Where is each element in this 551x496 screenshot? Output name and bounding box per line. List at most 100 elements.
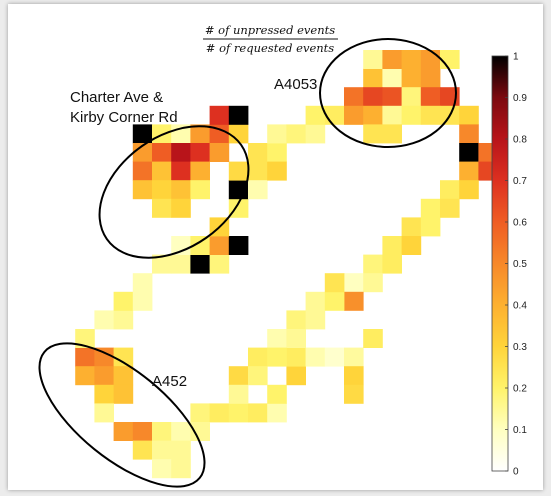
heatmap-cell — [363, 124, 383, 144]
heatmap-cell — [209, 236, 230, 255]
heatmap-cell — [152, 180, 172, 200]
heatmap-cell — [152, 459, 172, 479]
heatmap-cell — [190, 236, 210, 255]
heatmap-cell — [132, 422, 153, 441]
heatmap-cell — [248, 161, 268, 181]
heatmap-cell — [401, 105, 422, 125]
heatmap-cell — [132, 291, 153, 311]
heatmap-cell — [363, 273, 383, 293]
heatmap-cell — [152, 198, 172, 218]
heatmap-cell — [171, 180, 191, 200]
heatmap-cell — [286, 310, 306, 330]
heatmap-cell — [209, 143, 230, 162]
colorbar-tick-label: 0.4 — [513, 301, 527, 312]
heatmap-cell — [440, 180, 460, 200]
heatmap-cell — [382, 105, 402, 125]
heatmap-cell — [401, 217, 422, 237]
annotation-charter-line2: Kirby Corner Rd — [70, 109, 178, 126]
heatmap-cell — [401, 87, 422, 107]
title-denominator: # of requested events — [206, 41, 334, 55]
heatmap-cell — [190, 422, 210, 441]
heatmap-cell — [132, 143, 153, 162]
heatmap-cell — [94, 347, 114, 367]
colorbar-tick-label: 0.2 — [513, 384, 527, 395]
heatmap-cell — [420, 198, 441, 218]
heatmap-cell — [228, 403, 249, 423]
heatmap-cell — [132, 440, 153, 460]
heatmap-cells — [75, 50, 498, 479]
heatmap-cell — [286, 347, 306, 367]
heatmap-cell — [248, 143, 268, 162]
heatmap-cell — [363, 50, 383, 69]
heatmap-cell — [209, 105, 230, 125]
title-numerator: # of unpressed events — [205, 23, 335, 37]
heatmap-cell — [401, 236, 422, 255]
colorbar-tick-label: 0.6 — [513, 218, 527, 229]
heatmap-cell — [75, 347, 95, 367]
heatmap-cell — [94, 366, 114, 386]
heatmap-cell — [305, 347, 326, 367]
heatmap-cell — [228, 161, 249, 181]
heatmap-cell — [94, 403, 114, 423]
heatmap-cell — [401, 68, 422, 88]
annotation-charter-line1: Charter Ave & — [70, 89, 163, 106]
heatmap-cell — [344, 384, 364, 404]
heatmap-cell — [363, 105, 383, 125]
heatmap-cell — [420, 217, 441, 237]
heatmap-cell — [248, 366, 268, 386]
colorbar-tick-label: 0.9 — [513, 93, 527, 104]
annotation-charter: Charter Ave & Kirby Corner Rd — [70, 89, 178, 126]
heatmap-cell — [248, 347, 268, 367]
heatmap-cell — [152, 254, 172, 274]
heatmap-cell — [382, 68, 402, 88]
heatmap-cell — [459, 124, 479, 144]
heatmap-cell — [420, 68, 441, 88]
heatmap-cell — [209, 254, 230, 274]
heatmap-cell — [286, 329, 306, 348]
heatmap-cell — [363, 87, 383, 107]
heatmap-cell — [152, 143, 172, 162]
heatmap-cell — [382, 254, 402, 274]
heatmap-cell — [267, 329, 287, 348]
heatmap-cell — [324, 273, 345, 293]
heatmap-cell — [344, 347, 364, 367]
ellipse-charter — [98, 125, 250, 259]
heatmap-cell — [171, 422, 191, 441]
chart-title: # of unpressed events # of requested eve… — [203, 23, 338, 55]
heatmap-cell — [132, 273, 153, 293]
heatmap-cell — [113, 310, 134, 330]
annotation-a452: A452 — [152, 373, 187, 390]
heatmap-cell — [267, 161, 287, 181]
heatmap-cell — [190, 180, 210, 200]
heatmap-cell — [171, 143, 191, 162]
heatmap-cell — [344, 87, 364, 107]
heatmap-cell — [94, 384, 114, 404]
heatmap-cell — [344, 105, 364, 125]
heatmap-cell — [152, 440, 172, 460]
heatmap-cell — [248, 180, 268, 200]
heatmap-cell — [267, 384, 287, 404]
heatmap-cell — [228, 198, 249, 218]
heatmap-cell — [113, 347, 134, 367]
colorbar-tick-label: 0.3 — [513, 342, 527, 353]
heatmap-cell — [382, 236, 402, 255]
heatmap-cell — [228, 105, 249, 125]
heatmap-cell — [132, 161, 153, 181]
heatmap-cell — [190, 124, 210, 144]
heatmap-cell — [420, 105, 441, 125]
heatmap-cell — [113, 366, 134, 386]
ellipse-a452 — [38, 342, 206, 488]
heatmap-cell — [459, 180, 479, 200]
heatmap-cell — [171, 161, 191, 181]
heatmap-figure: Charter Ave & Kirby Corner Rd A4053 A452… — [38, 23, 527, 488]
heatmap-cell — [459, 143, 479, 162]
heatmap-cell — [75, 366, 95, 386]
heatmap-cell — [267, 347, 287, 367]
heatmap-cell — [228, 124, 249, 144]
heatmap-cell — [209, 403, 230, 423]
colorbar-tick-label: 0.5 — [513, 259, 527, 270]
heatmap-cell — [190, 254, 210, 274]
heatmap-cell — [305, 291, 326, 311]
heatmap-cell — [286, 366, 306, 386]
heatmap-cell — [113, 291, 134, 311]
